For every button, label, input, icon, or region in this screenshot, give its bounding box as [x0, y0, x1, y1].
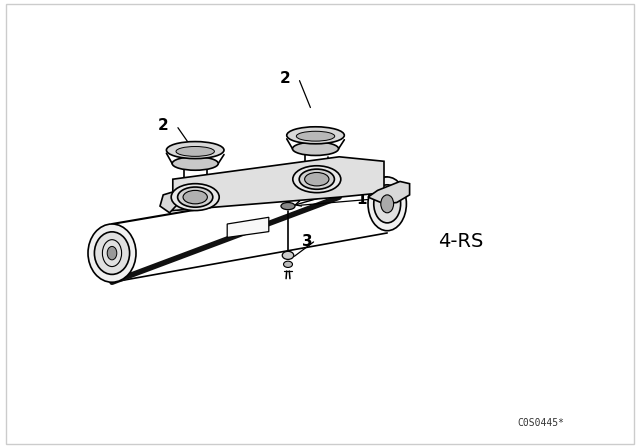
Polygon shape: [368, 181, 410, 204]
Text: 3: 3: [302, 234, 312, 250]
Polygon shape: [227, 217, 269, 237]
Ellipse shape: [172, 157, 218, 170]
Ellipse shape: [296, 131, 335, 141]
Polygon shape: [173, 157, 384, 211]
Ellipse shape: [300, 169, 335, 189]
Ellipse shape: [178, 187, 212, 207]
Ellipse shape: [183, 190, 207, 204]
Ellipse shape: [108, 246, 116, 260]
Ellipse shape: [374, 185, 401, 223]
Ellipse shape: [287, 127, 344, 144]
Ellipse shape: [381, 195, 394, 213]
Ellipse shape: [292, 142, 339, 155]
Ellipse shape: [172, 184, 219, 211]
Text: 2: 2: [280, 71, 290, 86]
Ellipse shape: [176, 146, 214, 156]
Ellipse shape: [284, 261, 292, 267]
Text: 2: 2: [158, 118, 168, 133]
Ellipse shape: [293, 166, 341, 193]
Ellipse shape: [166, 142, 224, 159]
Ellipse shape: [368, 177, 406, 231]
Ellipse shape: [282, 251, 294, 259]
Ellipse shape: [95, 232, 129, 274]
Ellipse shape: [281, 202, 295, 210]
Ellipse shape: [305, 172, 329, 186]
Text: 4-RS: 4-RS: [438, 233, 483, 251]
Text: C0S0445*: C0S0445*: [517, 418, 564, 428]
Polygon shape: [160, 190, 186, 213]
Ellipse shape: [88, 224, 136, 282]
Text: 1: 1: [356, 192, 367, 207]
